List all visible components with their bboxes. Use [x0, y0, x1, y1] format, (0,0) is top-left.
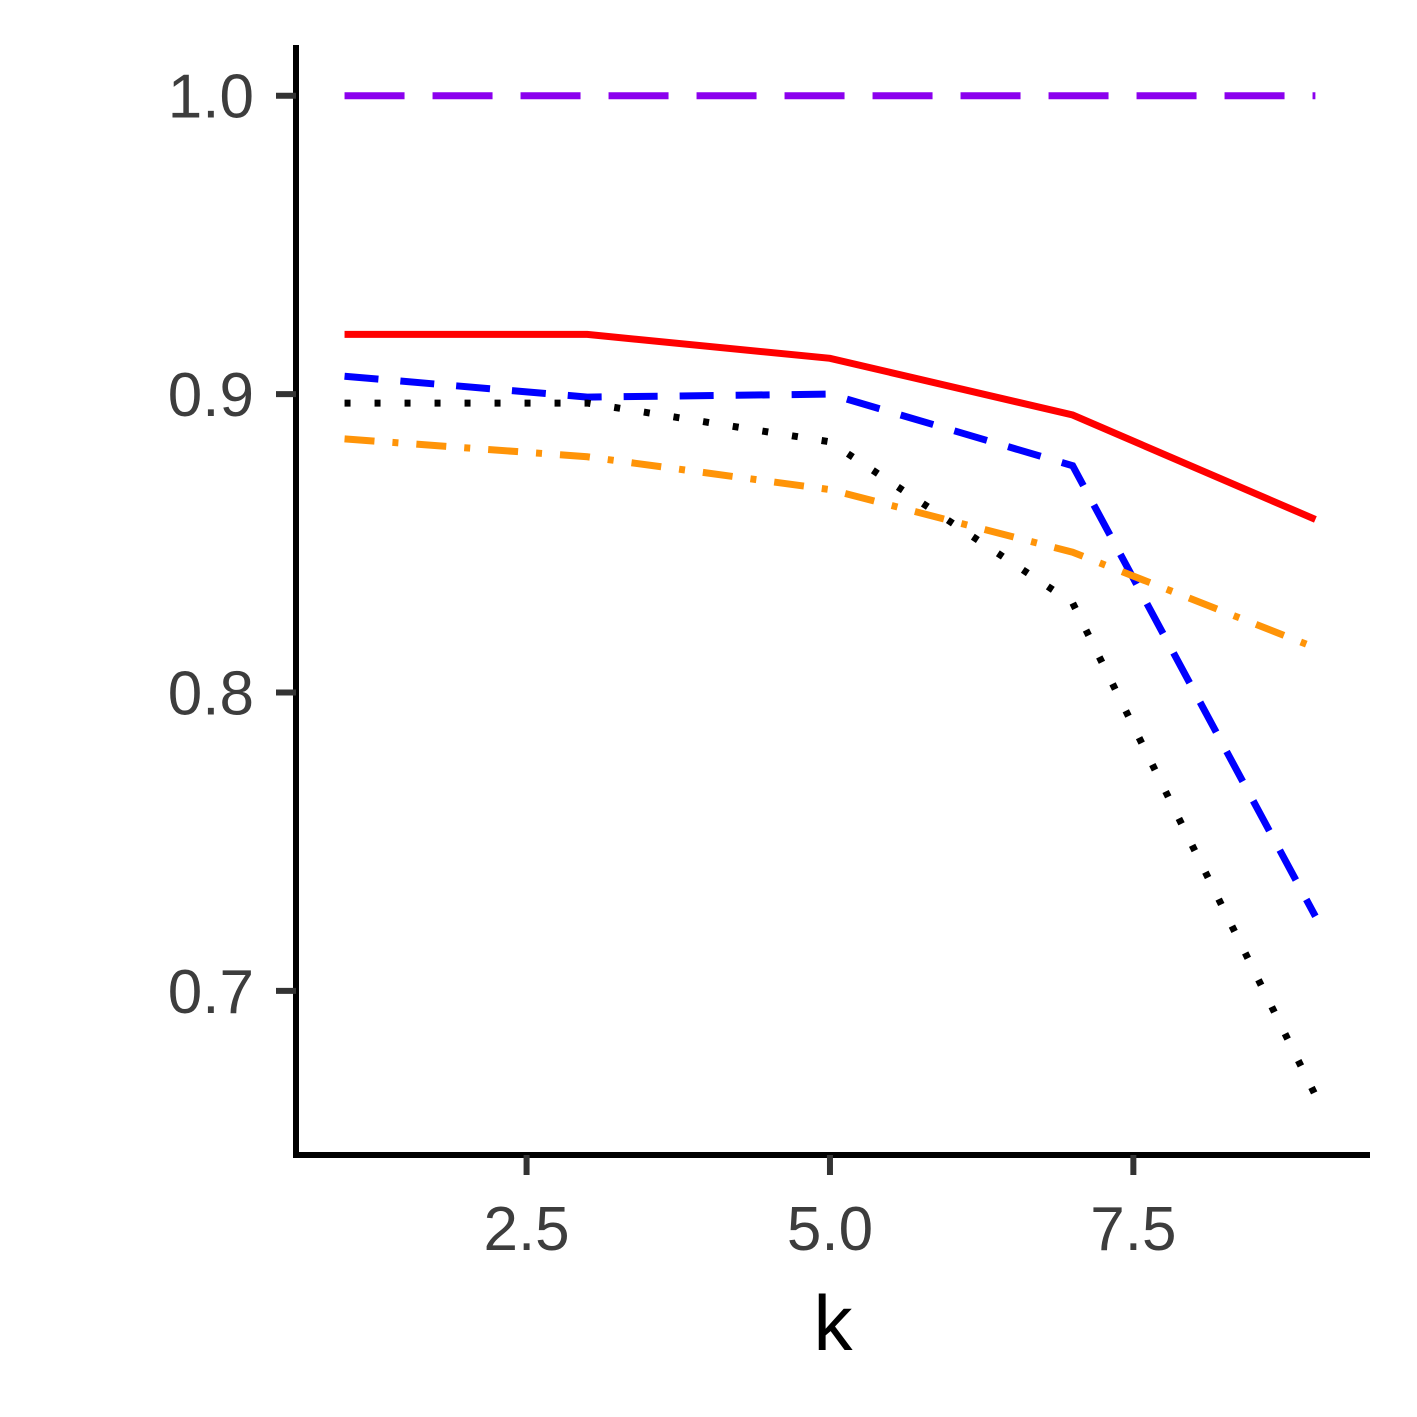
series-line-4: [344, 399, 1319, 1097]
series-layer: [344, 92, 1319, 1097]
y-tick-label: 0.8: [168, 660, 254, 729]
y-tick-label: 0.7: [168, 958, 254, 1027]
x-axis-ticks: 2.5 5.0 7.5: [483, 1155, 1176, 1264]
y-axis-ticks: 0.7 0.8 0.9 1.0: [168, 63, 296, 1027]
y-tick-label: 1.0: [168, 63, 254, 132]
series-line-5: [344, 435, 1317, 651]
x-tick-label: 5.0: [787, 1195, 873, 1264]
x-axis-title: k: [814, 1279, 854, 1367]
x-tick-label: 2.5: [483, 1195, 569, 1264]
x-tick-label: 7.5: [1090, 1195, 1176, 1264]
series-line-3: [344, 372, 1319, 918]
y-tick-label: 0.9: [168, 361, 254, 430]
series-line-2: [344, 330, 1317, 523]
